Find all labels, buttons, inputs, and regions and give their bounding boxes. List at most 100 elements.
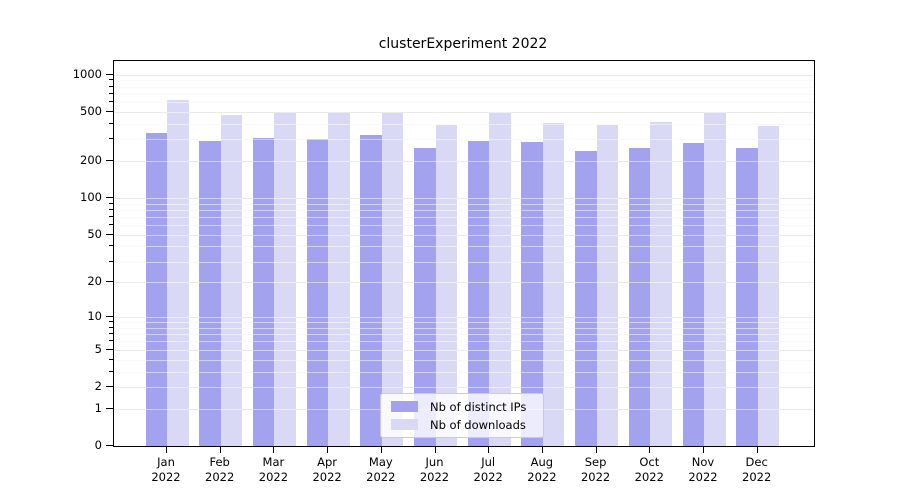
x-tick-label: Mar 2022 [258, 455, 289, 484]
legend-label-downloads: Nb of downloads [430, 417, 526, 432]
x-tick-label: Apr 2022 [312, 455, 342, 484]
y-tick-label: 50 [87, 226, 102, 241]
x-tick-mark [595, 446, 597, 453]
y-tick-label: 500 [80, 104, 102, 119]
y-minor-tick-mark [109, 202, 113, 204]
bar-oct-ips [628, 147, 651, 446]
legend: Nb of distinct IPs Nb of downloads [380, 393, 544, 438]
y-minor-tick-mark [109, 122, 113, 124]
x-tick-label: Jan 2022 [151, 455, 181, 484]
bar-may-ips [360, 135, 382, 446]
major-gridline-overlay [114, 198, 814, 200]
plot-area: Nb of distinct IPs Nb of downloads [113, 60, 815, 447]
y-tick-mark [106, 111, 113, 113]
y-tick-mark [106, 407, 113, 409]
x-tick-label: Nov 2022 [688, 455, 718, 484]
y-minor-tick-mark [109, 92, 113, 94]
major-gridline-overlay [114, 161, 814, 163]
major-gridline-overlay [114, 317, 814, 319]
minor-gridline-overlay [114, 225, 814, 227]
x-tick-mark [327, 446, 329, 453]
x-tick-label: Feb 2022 [205, 455, 235, 484]
y-tick-mark [106, 316, 113, 318]
chart-title: clusterExperiment 2022 [378, 36, 548, 52]
y-tick-label: 100 [80, 190, 102, 205]
x-tick-mark [703, 446, 704, 453]
x-tick-label: Oct 2022 [634, 455, 664, 484]
bar-sep-downloads [596, 124, 619, 446]
minor-gridline-overlay [114, 86, 814, 88]
x-tick-mark [488, 446, 490, 453]
x-tick-mark [166, 446, 167, 453]
major-gridline-overlay [114, 74, 814, 76]
minor-gridline-overlay [114, 209, 814, 211]
bar-dec-ips [736, 148, 758, 446]
y-minor-tick-mark [109, 215, 113, 217]
major-gridline-overlay [114, 282, 814, 284]
y-tick-label: 5 [94, 341, 102, 356]
y-tick-label: 0 [94, 438, 102, 452]
major-gridline-overlay [114, 112, 814, 114]
minor-gridline-overlay [114, 102, 814, 104]
minor-gridline-overlay [114, 341, 814, 343]
bar-feb-downloads [220, 115, 243, 446]
bar-apr-downloads [328, 113, 350, 446]
x-tick-mark [380, 446, 382, 453]
y-minor-tick-mark [109, 333, 113, 335]
minor-gridline-overlay [114, 203, 814, 205]
minor-gridline-overlay [114, 261, 814, 263]
y-tick-mark [106, 348, 113, 350]
bar-mar-ips [252, 137, 275, 446]
minor-gridline-overlay [114, 327, 814, 329]
bar-jan-ips [145, 133, 167, 446]
y-minor-tick-mark [109, 370, 113, 372]
bar-jul-downloads [489, 112, 511, 446]
legend-swatch-distinct-ips [391, 401, 418, 412]
x-tick-label: Sep 2022 [580, 455, 611, 484]
y-tick-label: 1 [94, 400, 102, 415]
x-tick-label: Dec 2022 [742, 455, 772, 484]
y-tick-label: 1000 [72, 66, 102, 81]
bar-aug-ips [521, 142, 543, 446]
legend-label-distinct-ips: Nb of distinct IPs [430, 399, 527, 414]
bar-apr-ips [306, 139, 329, 446]
bar-aug-downloads [542, 122, 565, 446]
bar-sep-ips [575, 151, 597, 446]
legend-item-downloads: Nb of downloads [391, 418, 533, 432]
y-tick-label: 20 [87, 274, 102, 289]
y-minor-tick-mark [109, 138, 113, 140]
y-minor-tick-mark [109, 208, 113, 210]
y-minor-tick-mark [109, 340, 113, 342]
x-tick-label: May 2022 [366, 455, 396, 484]
y-tick-label: 2 [94, 378, 102, 393]
y-tick-label: 200 [80, 153, 102, 168]
bar-may-downloads [381, 113, 404, 446]
bar-nov-ips [682, 142, 704, 446]
minor-gridline-overlay [114, 334, 814, 336]
bar-mar-downloads [274, 113, 296, 446]
minor-gridline-overlay [114, 123, 814, 125]
x-tick-label: Aug 2022 [527, 455, 557, 484]
x-tick-mark [434, 446, 436, 453]
minor-gridline-overlay [114, 359, 814, 361]
bar-jan-downloads [167, 100, 189, 446]
major-gridline-overlay [114, 386, 814, 388]
y-minor-tick-mark [109, 79, 113, 81]
major-gridline-overlay [114, 234, 814, 236]
minor-gridline-overlay [114, 93, 814, 95]
y-tick-label: 10 [87, 309, 102, 324]
bar-nov-downloads [704, 111, 726, 446]
y-minor-tick-mark [109, 245, 113, 247]
minor-gridline-overlay [114, 322, 814, 324]
x-tick-label: Jun 2022 [419, 455, 450, 484]
x-tick-label: Jul 2022 [473, 455, 503, 484]
x-tick-mark [756, 446, 758, 453]
bar-jun-downloads [435, 124, 457, 446]
minor-gridline-overlay [114, 246, 814, 248]
minor-gridline-overlay [114, 216, 814, 218]
y-minor-tick-mark [109, 224, 113, 226]
minor-gridline-overlay [114, 371, 814, 373]
y-tick-mark [106, 233, 113, 235]
y-minor-tick-mark [109, 101, 113, 103]
